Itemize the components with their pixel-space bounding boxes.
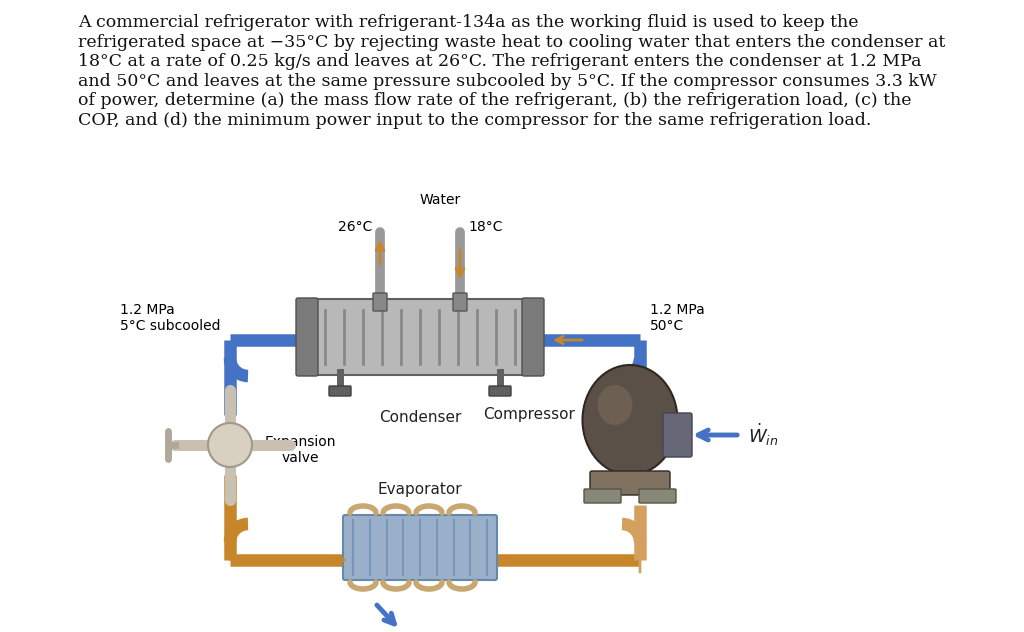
Text: $\dot{W}_{in}$: $\dot{W}_{in}$ <box>748 422 778 448</box>
Text: A commercial refrigerator with refrigerant-134a as the working fluid is used to : A commercial refrigerator with refrigera… <box>79 14 945 129</box>
FancyBboxPatch shape <box>489 386 511 396</box>
Circle shape <box>208 423 252 467</box>
Text: 26°C: 26°C <box>338 220 372 234</box>
Text: 1.2 MPa
5°C subcooled: 1.2 MPa 5°C subcooled <box>120 303 220 333</box>
Ellipse shape <box>597 385 633 425</box>
Ellipse shape <box>583 365 678 475</box>
FancyBboxPatch shape <box>373 293 387 311</box>
FancyBboxPatch shape <box>663 413 692 457</box>
FancyBboxPatch shape <box>584 489 621 503</box>
FancyBboxPatch shape <box>296 298 318 376</box>
FancyBboxPatch shape <box>343 515 497 580</box>
Text: Evaporator: Evaporator <box>378 482 462 497</box>
Text: Compressor: Compressor <box>483 408 575 423</box>
FancyBboxPatch shape <box>453 293 467 311</box>
Text: Water: Water <box>420 193 461 207</box>
FancyBboxPatch shape <box>329 386 351 396</box>
FancyBboxPatch shape <box>522 298 544 376</box>
Text: Condenser: Condenser <box>379 410 461 425</box>
FancyBboxPatch shape <box>590 471 670 495</box>
Text: 18°C: 18°C <box>468 220 503 234</box>
FancyBboxPatch shape <box>307 299 534 375</box>
Text: 1.2 MPa
50°C: 1.2 MPa 50°C <box>650 303 705 333</box>
Text: Expansion
valve: Expansion valve <box>265 435 337 465</box>
FancyBboxPatch shape <box>639 489 676 503</box>
